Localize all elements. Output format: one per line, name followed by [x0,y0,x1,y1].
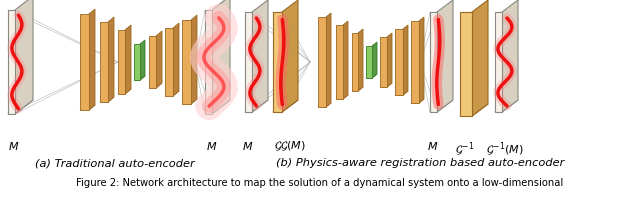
Polygon shape [430,100,453,112]
Polygon shape [173,23,179,96]
Polygon shape [343,21,348,99]
Polygon shape [205,10,212,114]
Polygon shape [15,0,33,114]
Polygon shape [252,0,268,112]
Polygon shape [245,100,268,112]
Polygon shape [118,89,131,94]
Polygon shape [100,22,108,102]
Polygon shape [165,91,179,96]
Polygon shape [182,20,191,104]
Polygon shape [502,0,518,112]
Text: $\mathcal{G}(M)$: $\mathcal{G}(M)$ [280,140,306,153]
Polygon shape [358,29,363,91]
Polygon shape [80,105,95,110]
Polygon shape [495,100,518,112]
Text: $\mathcal{G}$: $\mathcal{G}$ [274,140,282,153]
Text: $\mathcal{G}^{-1}(M)$: $\mathcal{G}^{-1}(M)$ [486,140,524,158]
Polygon shape [8,10,15,114]
Text: $\mathcal{G}^{-1}$: $\mathcal{G}^{-1}$ [455,140,475,158]
Polygon shape [411,21,419,103]
Polygon shape [403,25,408,95]
Polygon shape [140,40,145,80]
Polygon shape [395,91,408,95]
Polygon shape [8,100,33,114]
Polygon shape [182,99,197,104]
Polygon shape [108,17,114,102]
Polygon shape [318,17,326,107]
Text: Figure 2: Network architecture to map the solution of a dynamical system onto a : Figure 2: Network architecture to map th… [76,178,564,188]
Polygon shape [326,13,331,107]
Polygon shape [495,12,502,112]
Polygon shape [387,33,392,87]
Polygon shape [89,9,95,110]
Polygon shape [245,12,252,112]
Text: $M$: $M$ [428,140,438,152]
Polygon shape [273,100,298,112]
Polygon shape [273,12,282,112]
Polygon shape [419,17,424,103]
Polygon shape [149,36,156,88]
Polygon shape [352,87,363,91]
Polygon shape [372,42,377,78]
Polygon shape [430,12,437,112]
Text: $M$: $M$ [206,140,218,152]
Polygon shape [80,14,89,110]
Text: $M$: $M$ [243,140,253,152]
Polygon shape [380,37,387,87]
Polygon shape [318,103,331,107]
Polygon shape [282,0,298,112]
Polygon shape [100,97,114,102]
Polygon shape [460,12,472,116]
Polygon shape [336,25,343,99]
Text: (b) Physics-aware registration based auto-encoder: (b) Physics-aware registration based aut… [276,158,564,168]
Polygon shape [125,25,131,94]
Polygon shape [437,0,453,112]
Polygon shape [472,0,488,116]
Polygon shape [165,28,173,96]
Polygon shape [191,15,197,104]
Polygon shape [156,31,162,88]
Polygon shape [134,44,140,80]
Polygon shape [380,83,392,87]
Polygon shape [411,99,424,103]
Polygon shape [366,46,372,78]
Polygon shape [460,104,488,116]
Polygon shape [118,30,125,94]
Polygon shape [212,0,230,114]
Polygon shape [395,29,403,95]
Text: $M$: $M$ [8,140,20,152]
Polygon shape [352,33,358,91]
Polygon shape [149,83,162,88]
Polygon shape [336,95,348,99]
Polygon shape [134,76,145,80]
Text: (a) Traditional auto-encoder: (a) Traditional auto-encoder [35,158,195,168]
Polygon shape [366,74,377,78]
Polygon shape [205,100,230,114]
